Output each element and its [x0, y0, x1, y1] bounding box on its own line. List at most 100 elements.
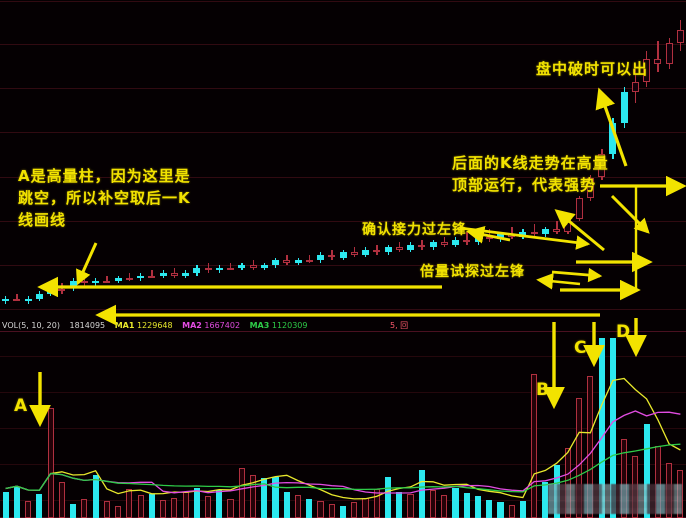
- volume-bar-down: [216, 490, 223, 518]
- candle-down: [317, 254, 324, 261]
- candle-up: [553, 229, 561, 232]
- candle-down: [294, 260, 302, 263]
- candle-up: [418, 244, 426, 248]
- candle-wick: [353, 247, 356, 258]
- volume-bar-up: [238, 467, 245, 518]
- ma1-value: 1229648: [136, 321, 173, 330]
- candle-down: [193, 267, 201, 274]
- annotation-strong-trend: 后面的K线走势在高量 顶部运行，代表强势: [452, 154, 609, 194]
- indicator-ma2: MA2 1667402: [182, 321, 240, 330]
- gridline: [0, 1, 686, 2]
- volume-moving-average-lines: [5, 377, 681, 500]
- volume-bar-up: [621, 438, 628, 518]
- candle-down: [362, 249, 369, 255]
- candle-down: [69, 280, 77, 289]
- candle-wick: [533, 224, 536, 237]
- candle-down: [238, 265, 246, 268]
- candle-up: [530, 231, 538, 235]
- candle-down: [407, 244, 414, 250]
- candle-up: [305, 260, 313, 263]
- candle-down: [114, 278, 122, 281]
- candle-down: [452, 239, 459, 245]
- candle-up: [586, 177, 594, 199]
- volume-bar-down: [283, 491, 290, 518]
- candle-wick: [151, 270, 153, 279]
- ma1-label: MA1: [114, 321, 135, 330]
- volume-bar-down: [261, 478, 268, 518]
- volume-bar-down: [519, 501, 526, 518]
- candle-up: [676, 30, 684, 44]
- gridline: [0, 177, 686, 178]
- annotation-confirm: 确认接力过左锋: [362, 222, 467, 238]
- volume-bar-down: [486, 500, 493, 518]
- annotation-double-volume: 倍量试探过左锋: [420, 264, 525, 280]
- candle-up: [373, 249, 381, 253]
- indicator-value: 1814095: [69, 321, 106, 330]
- candle-down: [215, 267, 223, 271]
- annotation-left: A是高量柱，因为这里是 跳空，所以补空取后一K 线画线: [18, 167, 191, 229]
- candle-down: [182, 273, 190, 276]
- annotation-top-right: 盘中破时可以出: [536, 60, 649, 78]
- candle-wick: [308, 254, 311, 263]
- indicator-ma3: MA3 1120309: [250, 321, 308, 330]
- candle-wick: [16, 293, 18, 302]
- volume-bar-up: [508, 504, 515, 518]
- volume-bar-down: [598, 338, 605, 518]
- candle-up: [170, 273, 178, 276]
- candle-wick: [207, 262, 209, 273]
- candle-wick: [376, 244, 378, 255]
- candle-up: [204, 267, 212, 271]
- volume-ma-line-1: [5, 377, 681, 500]
- candle-up: [58, 288, 66, 292]
- candle-wick: [106, 275, 108, 284]
- volume-indicator-header: VOL(5, 10, 20) 1814095 MA1 1229648 MA2 1…: [2, 319, 315, 332]
- gridline: [0, 88, 686, 89]
- volume-bar-down: [70, 503, 77, 518]
- gridline: [0, 309, 686, 310]
- volume-bar-up: [171, 497, 178, 518]
- volume-bar-down: [384, 477, 392, 518]
- ma3-label: MA3: [249, 321, 270, 330]
- candle-down: [24, 298, 32, 302]
- gridline-volume: [0, 392, 686, 393]
- candle-wick: [657, 40, 659, 72]
- gridline-volume: [0, 464, 686, 465]
- volume-bar-down: [643, 424, 650, 518]
- candle-down: [260, 265, 268, 268]
- ma2-label: MA2: [182, 321, 202, 330]
- volume-bar-up: [249, 474, 257, 518]
- volume-bar-down: [452, 488, 459, 518]
- candle-up: [249, 265, 257, 268]
- candle-up: [13, 298, 21, 302]
- gridline-volume: [0, 428, 686, 429]
- volume-bar-down: [193, 488, 200, 518]
- gridline-volume: [0, 356, 686, 357]
- candle-down: [339, 252, 347, 258]
- gridline: [0, 132, 686, 133]
- gridline: [0, 44, 686, 45]
- volume-bar-down: [609, 338, 616, 518]
- candle-down: [620, 92, 628, 124]
- volume-bar-down: [542, 482, 549, 518]
- candle-up: [631, 82, 639, 93]
- volume-bar-down: [396, 491, 403, 518]
- candle-up: [103, 280, 111, 283]
- candle-down: [541, 229, 549, 235]
- candle-up: [665, 43, 673, 64]
- candle-wick: [398, 242, 401, 253]
- volume-bar-down: [306, 498, 313, 518]
- candle-up: [643, 58, 651, 82]
- gridline: [0, 265, 686, 266]
- indicator-name: VOL(5, 10, 20): [2, 321, 60, 330]
- indicator-ma1: MA1 1229648: [115, 321, 173, 330]
- candle-down: [272, 260, 279, 266]
- candle-wick: [286, 254, 288, 266]
- volume-ma-line-3: [5, 443, 681, 493]
- candle-up: [485, 236, 493, 240]
- candle-down: [609, 123, 617, 155]
- volume-bar-down: [148, 494, 155, 518]
- volume-bar-down: [418, 470, 425, 518]
- volume-bar-down: [474, 496, 482, 518]
